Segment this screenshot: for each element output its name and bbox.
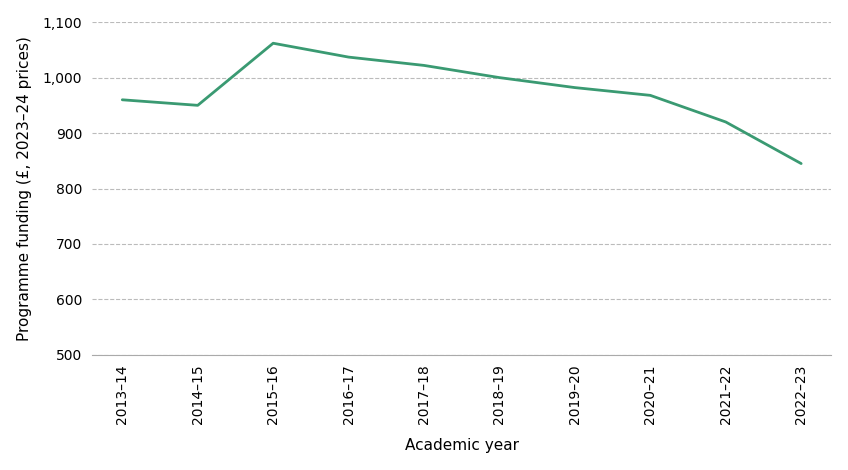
Y-axis label: Programme funding (£, 2023–24 prices): Programme funding (£, 2023–24 prices)	[17, 36, 31, 341]
X-axis label: Academic year: Academic year	[404, 439, 519, 454]
